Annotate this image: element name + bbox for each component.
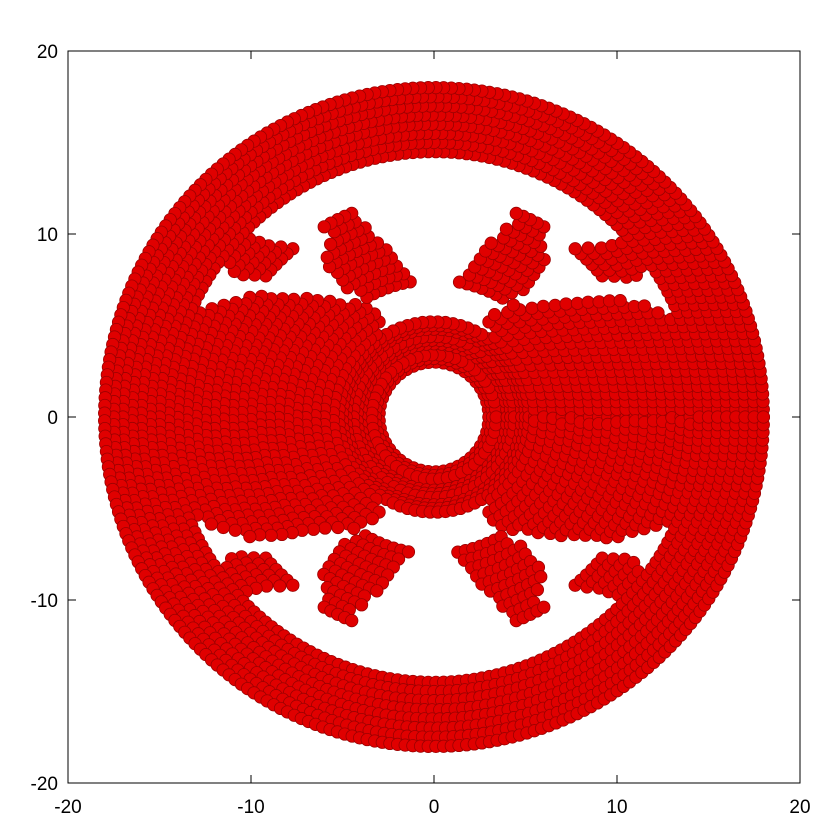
data-point <box>401 545 416 559</box>
data-point <box>370 584 384 598</box>
data-point <box>323 237 338 251</box>
y-tick-label: 10 <box>37 225 58 246</box>
data-point <box>651 306 665 320</box>
data-point <box>320 250 334 264</box>
data-point <box>365 512 379 526</box>
data-point <box>318 521 332 535</box>
data-point <box>509 206 523 220</box>
data-point <box>534 570 548 584</box>
y-tick-label: -20 <box>31 774 58 795</box>
data-point <box>581 295 595 309</box>
x-tick-label: 10 <box>606 797 627 818</box>
data-point <box>306 522 321 536</box>
data-point <box>331 520 345 535</box>
data-point <box>536 299 550 313</box>
y-tick-label: -10 <box>31 591 58 612</box>
data-point <box>489 410 503 424</box>
x-tick-label: 20 <box>789 797 810 818</box>
x-tick-label: -10 <box>237 797 264 818</box>
data-point <box>264 528 278 542</box>
x-tick-label: 0 <box>429 797 440 818</box>
data-point <box>537 600 551 614</box>
data-point <box>484 236 498 250</box>
data-point <box>525 301 539 315</box>
data-point <box>243 529 257 544</box>
data-point <box>452 275 467 289</box>
data-point <box>581 241 595 255</box>
data-point <box>345 614 359 628</box>
data-point <box>204 517 218 531</box>
data-points-layer <box>98 81 771 753</box>
data-point <box>487 308 502 322</box>
data-point <box>273 579 287 593</box>
data-point <box>613 294 627 308</box>
y-tick-label: 0 <box>47 408 58 429</box>
data-point <box>548 298 562 312</box>
y-tick-label: 20 <box>37 42 58 63</box>
data-point <box>559 297 573 311</box>
data-point <box>216 520 230 535</box>
data-point <box>568 242 582 256</box>
data-point <box>756 410 771 424</box>
data-point <box>354 598 369 612</box>
data-point <box>317 220 331 234</box>
data-point <box>499 222 514 236</box>
data-point <box>530 583 545 597</box>
x-tick-label: -20 <box>54 797 81 818</box>
data-point <box>347 521 361 536</box>
data-point <box>506 298 521 312</box>
data-point <box>228 523 242 537</box>
data-point <box>637 299 651 313</box>
data-point <box>286 578 300 592</box>
